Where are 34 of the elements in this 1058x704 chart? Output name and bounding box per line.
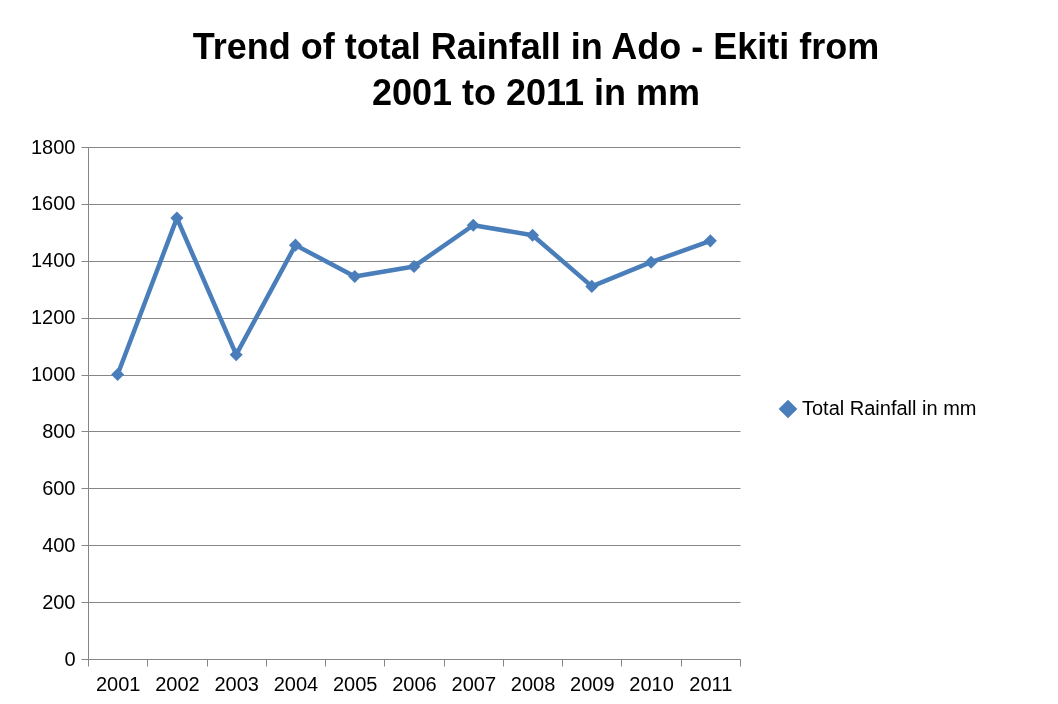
point [466, 218, 480, 232]
point [526, 228, 540, 242]
y-tick-label: 1200 [31, 306, 76, 329]
chart-title: Trend of total Rainfall in Ado - Ekiti from 2001 to 2011 in mm [192, 26, 880, 113]
point [407, 259, 421, 273]
point [703, 234, 717, 248]
y-tick-label: 200 [42, 590, 76, 613]
legend-label: Total Rainfall in mm [802, 397, 977, 419]
y-tick-label: 800 [42, 419, 76, 442]
x-tick-label: 2001 [95, 672, 141, 695]
x-tick-label: 2008 [510, 672, 556, 695]
x-tick-label: 2006 [392, 672, 437, 695]
x-tick-label: 2003 [214, 672, 259, 695]
y-tick-label: 1000 [31, 363, 76, 386]
x-tick-label: 2009 [570, 672, 615, 695]
y-tick-label: 600 [42, 476, 76, 499]
y-tick-label: 1800 [31, 135, 76, 158]
point [585, 279, 599, 293]
point [170, 211, 184, 225]
x-tick-label: 2007 [451, 672, 497, 695]
point [229, 348, 243, 362]
x-tick-label: 2011 [689, 672, 733, 695]
point [644, 255, 658, 269]
point [288, 238, 302, 252]
x-tick-label: 2010 [629, 672, 674, 695]
x-tick-label: 2002 [155, 672, 200, 695]
point [348, 269, 362, 283]
x-tick-label: 2005 [332, 672, 378, 695]
y-tick-label: 0 [64, 647, 76, 670]
y-tick-label: 1400 [31, 249, 76, 272]
y-tick-label: 400 [42, 533, 76, 556]
x-tick-label: 2004 [273, 672, 319, 695]
point [111, 368, 125, 382]
y-tick-label: 1600 [31, 192, 76, 215]
